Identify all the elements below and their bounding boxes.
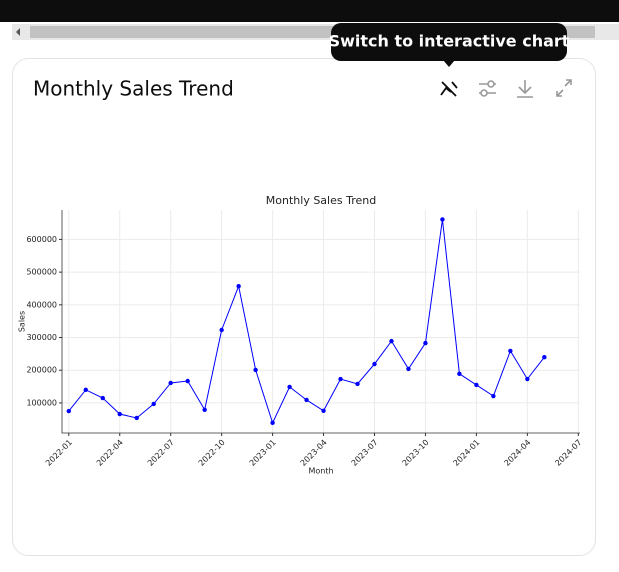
data-point: [83, 387, 88, 393]
data-point: [134, 415, 139, 421]
data-point: [117, 411, 122, 417]
data-point: [236, 283, 241, 289]
data-point: [372, 361, 377, 367]
data-point: [338, 376, 343, 382]
data-point: [270, 420, 275, 426]
data-point: [66, 408, 71, 414]
y-tick-label: 400000: [26, 300, 57, 309]
y-tick-label: 500000: [26, 268, 57, 277]
data-point: [287, 384, 292, 390]
data-point: [321, 408, 326, 413]
data-point: [185, 378, 190, 384]
axis-frame: [61, 210, 580, 434]
tooltip: Switch to interactive chart: [329, 23, 570, 67]
y-axis-label: Sales: [18, 311, 27, 332]
y-tick-label: 200000: [26, 366, 57, 375]
data-point: [389, 338, 394, 344]
data-point: [508, 348, 513, 354]
top-bar: [0, 0, 619, 22]
data-point: [406, 366, 411, 372]
data-point: [440, 217, 445, 222]
data-point: [253, 367, 258, 373]
data-point: [219, 327, 224, 333]
chart: 1000002000003000004000005000006000002022…: [18, 194, 584, 476]
x-axis-label: Month: [308, 467, 333, 476]
card: [12, 58, 596, 556]
data-point: [474, 382, 479, 388]
data-point: [355, 381, 360, 387]
data-point: [168, 380, 173, 386]
data-point: [202, 407, 207, 412]
data-point: [491, 393, 496, 399]
data-point: [525, 376, 530, 382]
y-tick-label: 600000: [26, 235, 57, 244]
settings-icon[interactable]: [479, 80, 496, 97]
data-point: [304, 397, 309, 403]
chart-title: Monthly Sales Trend: [266, 194, 376, 207]
data-point: [457, 371, 462, 377]
data-point: [151, 401, 156, 407]
scroll-arrow[interactable]: [16, 28, 20, 36]
expand-icon[interactable]: [556, 79, 572, 97]
data-point: [423, 340, 428, 346]
tooltip-text: Switch to interactive chart: [329, 32, 570, 51]
y-tick-label: 300000: [26, 333, 57, 342]
data-point: [100, 395, 105, 401]
download-icon[interactable]: [517, 80, 533, 98]
card-title: Monthly Sales Trend: [33, 77, 234, 101]
toggle-chart-icon[interactable]: [440, 81, 458, 97]
data-point: [542, 354, 547, 360]
y-tick-label: 100000: [26, 398, 57, 407]
